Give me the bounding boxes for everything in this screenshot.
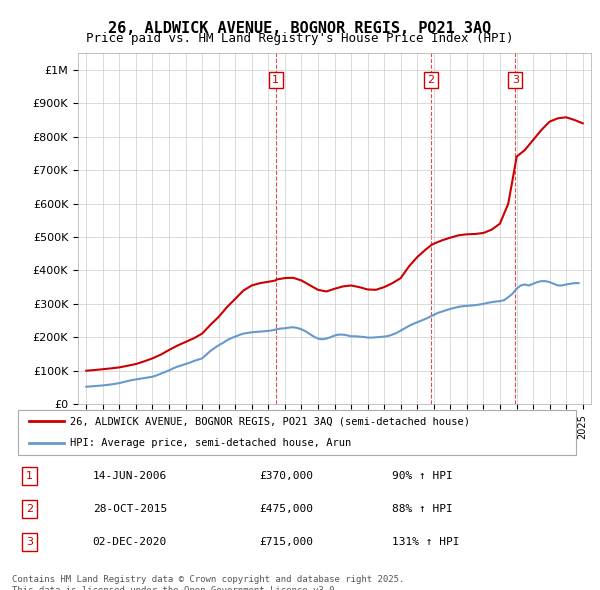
Text: 90% ↑ HPI: 90% ↑ HPI <box>392 471 453 481</box>
Text: £475,000: £475,000 <box>260 504 314 514</box>
Text: 131% ↑ HPI: 131% ↑ HPI <box>392 537 460 547</box>
Text: 14-JUN-2006: 14-JUN-2006 <box>92 471 167 481</box>
Text: 1: 1 <box>26 471 33 481</box>
Text: 02-DEC-2020: 02-DEC-2020 <box>92 537 167 547</box>
Text: 3: 3 <box>26 537 33 547</box>
Text: Contains HM Land Registry data © Crown copyright and database right 2025.
This d: Contains HM Land Registry data © Crown c… <box>12 575 404 590</box>
Text: 2: 2 <box>26 504 33 514</box>
Text: £715,000: £715,000 <box>260 537 314 547</box>
Text: 3: 3 <box>512 75 519 85</box>
Text: 28-OCT-2015: 28-OCT-2015 <box>92 504 167 514</box>
Text: 26, ALDWICK AVENUE, BOGNOR REGIS, PO21 3AQ: 26, ALDWICK AVENUE, BOGNOR REGIS, PO21 3… <box>109 21 491 35</box>
Text: 2: 2 <box>427 75 434 85</box>
Text: 1: 1 <box>272 75 279 85</box>
Text: £370,000: £370,000 <box>260 471 314 481</box>
FancyBboxPatch shape <box>18 409 577 455</box>
Text: Price paid vs. HM Land Registry's House Price Index (HPI): Price paid vs. HM Land Registry's House … <box>86 32 514 45</box>
Text: 88% ↑ HPI: 88% ↑ HPI <box>392 504 453 514</box>
Text: HPI: Average price, semi-detached house, Arun: HPI: Average price, semi-detached house,… <box>70 438 351 448</box>
Text: 26, ALDWICK AVENUE, BOGNOR REGIS, PO21 3AQ (semi-detached house): 26, ALDWICK AVENUE, BOGNOR REGIS, PO21 3… <box>70 416 470 426</box>
